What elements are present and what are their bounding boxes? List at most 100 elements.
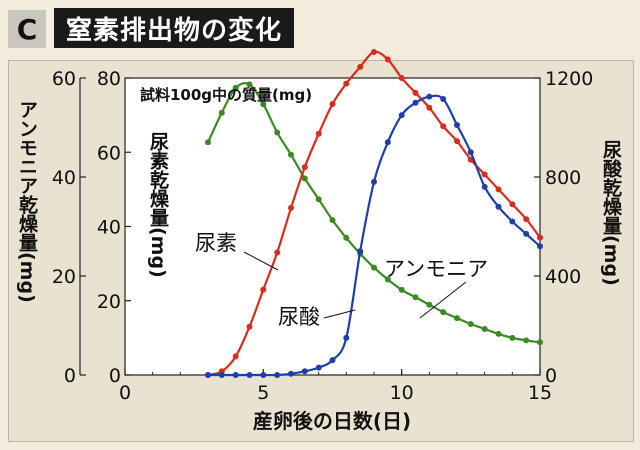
ammonia-leader-line: [419, 281, 467, 319]
data-point: [205, 372, 211, 378]
data-point: [440, 309, 447, 316]
data-point: [288, 204, 294, 211]
data-point: [426, 301, 433, 308]
section-badge: C: [8, 10, 46, 48]
data-point: [509, 201, 516, 208]
uric-acid-leader-line: [323, 309, 356, 319]
left-outer-axis-label: アンモニア乾燥量(mg): [16, 100, 38, 303]
data-point: [467, 149, 474, 156]
data-point: [523, 216, 530, 223]
data-point: [315, 196, 322, 203]
x-tick-label: 0: [119, 382, 131, 404]
data-point: [329, 101, 336, 107]
data-point: [246, 372, 253, 378]
data-point: [481, 183, 488, 190]
data-point: [384, 56, 391, 63]
left-inner-axis-label: 尿素乾燥量(mg): [147, 132, 169, 278]
right-tick-label: 0: [545, 365, 557, 387]
data-point: [371, 49, 377, 55]
x-tick-label: 10: [390, 382, 414, 404]
data-point: [398, 286, 405, 293]
data-point: [440, 123, 447, 130]
data-point: [274, 129, 281, 136]
data-point: [384, 276, 391, 283]
data-point: [537, 339, 543, 346]
data-point: [357, 63, 364, 70]
left-inner-tick-label: 40: [97, 217, 121, 239]
left-inner-tick-label: 80: [97, 68, 121, 90]
left-outer-tick-label: 20: [52, 266, 76, 288]
right-tick-label: 400: [545, 266, 581, 288]
data-point: [495, 186, 502, 193]
data-point: [232, 353, 239, 360]
data-point: [343, 80, 350, 87]
page-title: 窒素排出物の変化: [54, 8, 295, 48]
data-point: [398, 112, 405, 119]
data-point: [301, 368, 308, 375]
data-point: [384, 139, 391, 146]
x-tick-label: 15: [528, 382, 552, 404]
data-point: [481, 326, 488, 332]
x-axis-label: 産卵後の日数(日): [253, 409, 411, 433]
data-point: [440, 96, 447, 102]
data-point: [232, 372, 239, 378]
data-point: [371, 264, 377, 271]
left-outer-tick-label: 0: [64, 365, 76, 387]
series-label-urea: 尿素: [195, 231, 237, 255]
data-point: [329, 217, 336, 224]
data-point: [454, 122, 460, 128]
data-point: [218, 109, 225, 116]
data-point: [426, 93, 433, 100]
right-tick-label: 800: [545, 167, 581, 189]
data-point: [246, 323, 253, 330]
data-point: [246, 81, 253, 88]
data-point: [288, 151, 294, 158]
data-point: [371, 178, 377, 185]
data-point: [454, 138, 460, 145]
left-outer-tick-label: 40: [52, 167, 76, 189]
series-label-uric-acid: 尿酸: [278, 305, 320, 329]
left-inner-tick-label: 60: [97, 142, 121, 164]
data-point: [412, 294, 419, 301]
data-point: [537, 243, 543, 250]
data-point: [495, 330, 502, 337]
data-point: [426, 104, 433, 111]
data-point: [495, 203, 502, 210]
right-tick-label: 1200: [545, 68, 593, 90]
data-point: [218, 372, 225, 378]
data-point: [343, 234, 350, 241]
left-inner-tick-label: 0: [109, 365, 121, 387]
series-label-ammonia: アンモニア: [384, 257, 488, 281]
data-point: [260, 286, 267, 293]
data-point: [301, 175, 308, 182]
data-point: [412, 99, 419, 106]
data-point: [260, 101, 267, 108]
chart-title: 試料100g中の質量(mg): [140, 86, 312, 104]
data-point: [523, 337, 530, 344]
data-point: [315, 364, 322, 371]
data-point: [343, 334, 350, 341]
data-point: [260, 372, 267, 378]
right-axis-label: 尿酸乾燥量(mg): [600, 140, 622, 286]
data-point: [357, 248, 364, 255]
data-point: [232, 84, 239, 91]
x-tick-label: 5: [257, 382, 269, 404]
data-point: [288, 370, 294, 377]
plot-area: [124, 77, 541, 376]
data-point: [509, 334, 516, 341]
urea-leader-line: [243, 251, 279, 271]
data-point: [454, 315, 460, 322]
data-point: [412, 89, 419, 96]
data-point: [523, 230, 530, 237]
data-point: [467, 321, 474, 327]
data-point: [274, 249, 281, 256]
left-outer-tick-label: 60: [52, 68, 76, 90]
data-point: [537, 234, 543, 241]
left-inner-tick-label: 20: [97, 291, 121, 313]
data-point: [315, 130, 322, 137]
data-point: [205, 139, 211, 146]
data-point: [329, 357, 336, 364]
data-point: [274, 372, 281, 378]
